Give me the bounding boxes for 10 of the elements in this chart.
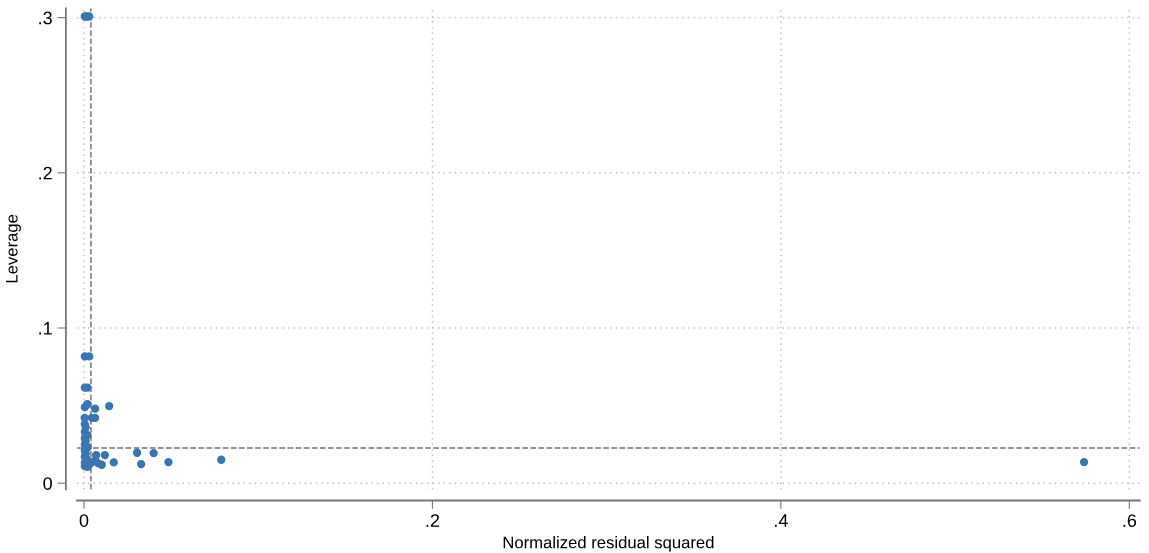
x-tick-label: 0 (79, 514, 89, 527)
x-tick-label: .4 (775, 514, 788, 527)
y-tick-label: .1 (39, 322, 52, 335)
y-tick-label: 0 (43, 477, 52, 490)
x-tick-label: .6 (1123, 514, 1137, 527)
y-axis-title: Leverage (6, 214, 21, 283)
y-tick-label: .2 (39, 166, 52, 180)
x-axis-title: Normalized residual squared (503, 536, 714, 552)
x-tick-label: .2 (426, 514, 440, 527)
y-tick-label: .3 (39, 11, 52, 25)
